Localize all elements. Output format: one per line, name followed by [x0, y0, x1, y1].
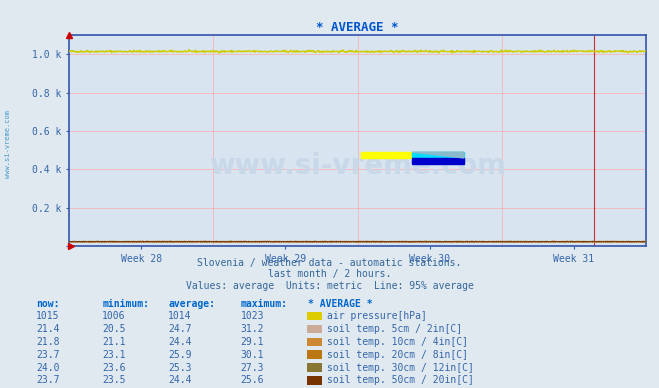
Text: soil temp. 50cm / 20in[C]: soil temp. 50cm / 20in[C] — [327, 375, 474, 385]
Text: www.si-vreme.com: www.si-vreme.com — [209, 152, 506, 180]
Text: 21.4: 21.4 — [36, 324, 60, 334]
Text: air pressure[hPa]: air pressure[hPa] — [327, 311, 427, 321]
Text: 23.7: 23.7 — [36, 350, 60, 360]
Text: average:: average: — [168, 298, 215, 308]
Text: 25.6: 25.6 — [241, 375, 264, 385]
Text: 1023: 1023 — [241, 311, 264, 321]
Text: 27.3: 27.3 — [241, 362, 264, 372]
Text: soil temp. 5cm / 2in[C]: soil temp. 5cm / 2in[C] — [327, 324, 462, 334]
Title: * AVERAGE *: * AVERAGE * — [316, 21, 399, 34]
Text: * AVERAGE *: * AVERAGE * — [308, 298, 373, 308]
Text: www.si-vreme.com: www.si-vreme.com — [5, 109, 11, 178]
Text: 24.4: 24.4 — [168, 375, 192, 385]
Text: 25.9: 25.9 — [168, 350, 192, 360]
Text: 24.4: 24.4 — [168, 337, 192, 347]
Text: 24.0: 24.0 — [36, 362, 60, 372]
Text: 24.7: 24.7 — [168, 324, 192, 334]
Text: 31.2: 31.2 — [241, 324, 264, 334]
Text: now:: now: — [36, 298, 60, 308]
Text: 25.3: 25.3 — [168, 362, 192, 372]
Text: maximum:: maximum: — [241, 298, 287, 308]
Polygon shape — [413, 152, 464, 158]
Text: soil temp. 20cm / 8in[C]: soil temp. 20cm / 8in[C] — [327, 350, 468, 360]
Text: 29.1: 29.1 — [241, 337, 264, 347]
Text: 21.1: 21.1 — [102, 337, 126, 347]
Text: 23.1: 23.1 — [102, 350, 126, 360]
Text: 23.7: 23.7 — [36, 375, 60, 385]
Text: 30.1: 30.1 — [241, 350, 264, 360]
Text: Values: average  Units: metric  Line: 95% average: Values: average Units: metric Line: 95% … — [186, 281, 473, 291]
Text: minimum:: minimum: — [102, 298, 149, 308]
Text: 20.5: 20.5 — [102, 324, 126, 334]
Text: 1015: 1015 — [36, 311, 60, 321]
Bar — [413, 158, 464, 164]
Bar — [413, 152, 464, 158]
Text: last month / 2 hours.: last month / 2 hours. — [268, 269, 391, 279]
Text: 23.6: 23.6 — [102, 362, 126, 372]
Text: Slovenia / weather data - automatic stations.: Slovenia / weather data - automatic stat… — [197, 258, 462, 268]
Text: soil temp. 10cm / 4in[C]: soil temp. 10cm / 4in[C] — [327, 337, 468, 347]
Bar — [361, 152, 413, 158]
Text: 1014: 1014 — [168, 311, 192, 321]
Text: 1006: 1006 — [102, 311, 126, 321]
Text: 23.5: 23.5 — [102, 375, 126, 385]
Text: soil temp. 30cm / 12in[C]: soil temp. 30cm / 12in[C] — [327, 362, 474, 372]
Text: 21.8: 21.8 — [36, 337, 60, 347]
